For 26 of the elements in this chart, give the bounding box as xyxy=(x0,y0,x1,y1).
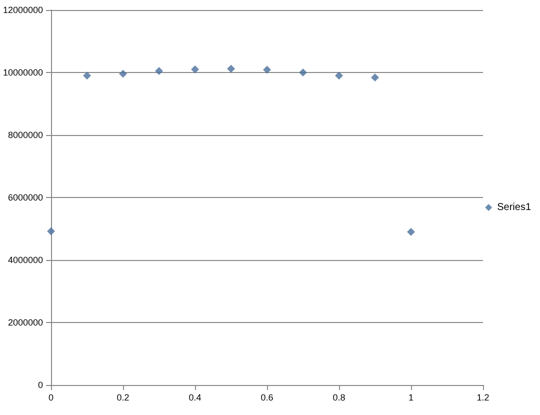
x-tick-label: 0.2 xyxy=(116,392,130,402)
point xyxy=(119,70,128,78)
point xyxy=(335,72,344,80)
y-tick-label: 6000000 xyxy=(8,192,44,202)
point xyxy=(263,66,272,74)
point xyxy=(83,72,92,80)
x-tick-label: 1 xyxy=(408,392,414,402)
y-tick-label: 2000000 xyxy=(8,318,44,328)
y-tick-label: 10000000 xyxy=(2,68,44,78)
point xyxy=(407,228,416,236)
x-tick-label: 0.6 xyxy=(260,392,274,402)
x-tick-label: 0 xyxy=(48,392,54,402)
x-tick-label: 0.4 xyxy=(188,392,202,402)
x-tick-label: 0.8 xyxy=(332,392,346,402)
point xyxy=(371,74,380,82)
point xyxy=(191,65,200,74)
point xyxy=(299,68,308,76)
point xyxy=(227,64,236,73)
y-tick-label: 4000000 xyxy=(8,255,44,265)
legend-label: Series1 xyxy=(497,202,532,213)
point xyxy=(47,227,56,236)
x-tick-label: 1.2 xyxy=(476,392,490,402)
y-tick-label: 0 xyxy=(38,380,44,390)
y-tick-label: 8000000 xyxy=(8,130,44,140)
y-tick-label: 12000000 xyxy=(2,5,44,15)
point xyxy=(155,66,164,75)
